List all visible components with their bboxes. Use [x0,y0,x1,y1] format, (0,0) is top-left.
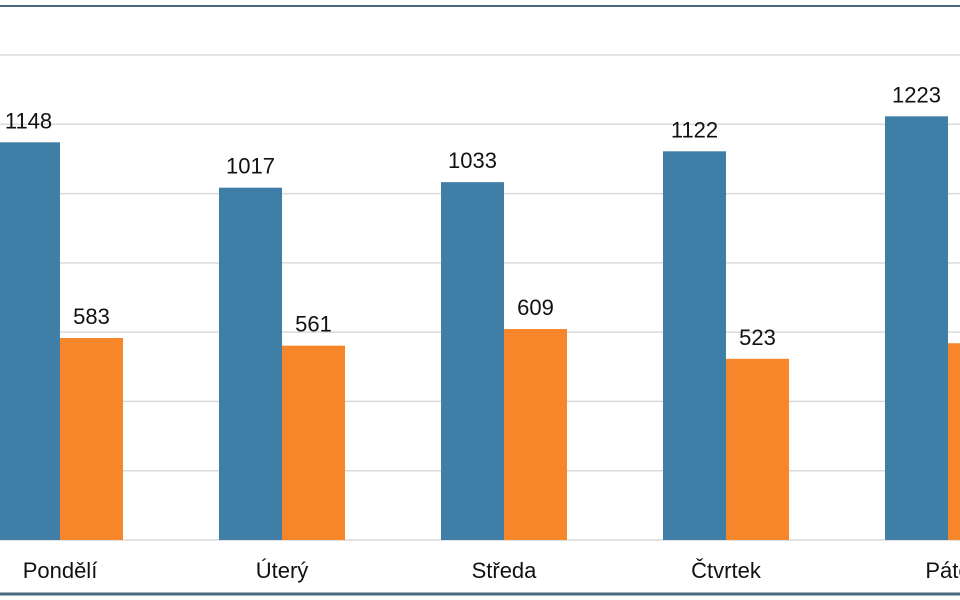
value-label: 1223 [892,82,941,107]
x-tick-label: Úterý [256,558,309,583]
bar [726,358,789,540]
value-label: 1122 [671,117,718,142]
bar [60,338,123,540]
bar [948,343,960,540]
value-label: 609 [517,295,554,320]
value-label: 583 [73,304,110,329]
bar [663,151,726,541]
bar [282,345,345,540]
bar [504,329,567,540]
value-label: 1033 [448,148,497,173]
value-label: 561 [295,312,332,337]
x-tick-label: Čtvrtek [691,558,762,583]
value-label: 1017 [226,154,275,179]
bar [0,142,60,541]
bar [219,187,282,541]
x-tick-label: Páte [925,558,960,583]
bar [885,116,948,540]
bar [441,182,504,540]
value-label: 523 [739,325,776,350]
x-tick-label: Středa [472,558,538,583]
value-label: 1148 [5,108,52,133]
x-tick-label: Pondělí [23,558,98,583]
